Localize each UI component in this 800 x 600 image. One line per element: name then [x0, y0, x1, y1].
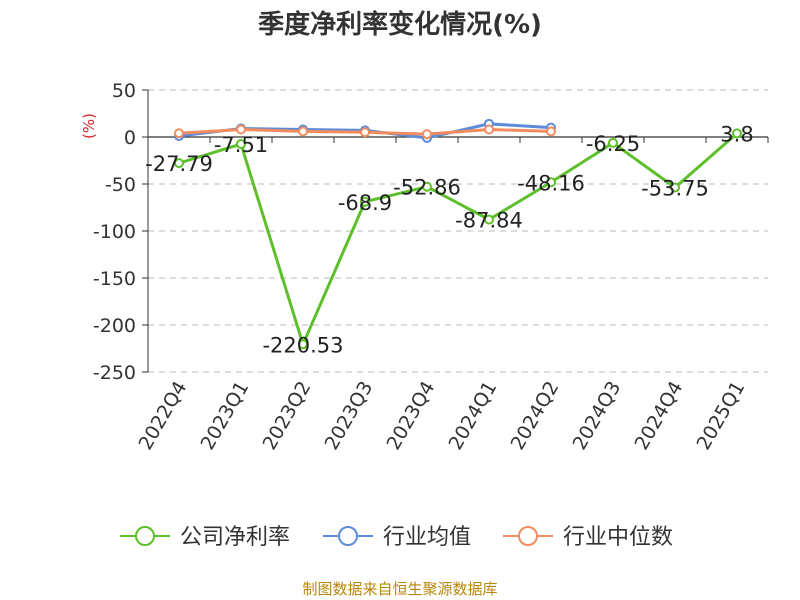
y-tick-label: 0 — [124, 127, 136, 149]
data-point — [484, 214, 494, 225]
data-label: -48.16 — [517, 171, 585, 195]
data-label: -68.9 — [338, 191, 392, 215]
x-tick-label: 2024Q3 — [569, 378, 626, 454]
data-label: -6.25 — [586, 132, 640, 156]
y-tick-label: 50 — [112, 80, 136, 102]
legend-label: 行业中位数 — [563, 525, 673, 550]
x-tick-label: 2025Q1 — [693, 378, 750, 454]
y-tick-label: -150 — [93, 268, 136, 290]
data-point — [298, 126, 308, 137]
x-tick-label: 2023Q1 — [197, 378, 254, 454]
data-label: -7.51 — [214, 133, 268, 157]
data-point — [546, 126, 556, 137]
data-point — [732, 128, 742, 139]
data-point — [360, 196, 370, 207]
data-point — [174, 128, 184, 139]
data-point — [608, 137, 618, 148]
data-point — [360, 127, 370, 138]
source-note: 制图数据来自恒生聚源数据库 — [302, 580, 498, 598]
data-point — [236, 139, 246, 150]
data-labels: -27.79-7.51 -220.53 -68.9-52.86 -87.84 -48.1… — [145, 122, 754, 357]
y-tick-label: -50 — [105, 174, 136, 196]
data-point — [670, 182, 680, 193]
data-point — [298, 339, 308, 350]
y-axis-unit: (%) — [80, 113, 98, 139]
data-label: -87.84 — [455, 209, 523, 233]
data-label: 3.8 — [720, 122, 753, 146]
legend-label: 公司净利率 — [180, 525, 290, 550]
legend-label: 行业均值 — [383, 525, 471, 550]
data-point — [484, 124, 494, 135]
data-label: -220.53 — [262, 333, 343, 357]
x-tick-label: 2022Q4 — [135, 378, 192, 454]
data-point — [422, 129, 432, 140]
data-point — [546, 177, 556, 188]
x-tick-label: 2023Q2 — [259, 378, 316, 454]
legend: 公司净利率 行业均值 行业中位数 — [120, 525, 673, 550]
data-label: -53.75 — [641, 177, 709, 201]
y-tick-label: -100 — [93, 221, 136, 243]
data-label: -27.79 — [145, 152, 213, 176]
chart-title: 季度净利率变化情况(%) — [258, 10, 542, 40]
x-tick-label: 2024Q4 — [631, 378, 688, 454]
y-tick-label: -200 — [93, 315, 136, 337]
data-point — [174, 158, 184, 169]
x-tick-label: 2023Q4 — [383, 378, 440, 454]
x-tick-label: 2024Q1 — [445, 378, 502, 454]
series-layer — [174, 118, 742, 350]
x-tick-label: 2024Q2 — [507, 378, 564, 454]
legend-marker-icon — [518, 526, 538, 546]
y-tick-label: -250 — [93, 362, 136, 384]
x-tick-label: 2023Q3 — [321, 378, 378, 454]
series-line-0 — [178, 132, 738, 346]
data-point — [422, 181, 432, 192]
data-label: -52.86 — [393, 176, 461, 200]
data-point — [236, 124, 246, 135]
legend-marker-icon — [338, 526, 358, 546]
legend-marker-icon — [135, 526, 155, 546]
